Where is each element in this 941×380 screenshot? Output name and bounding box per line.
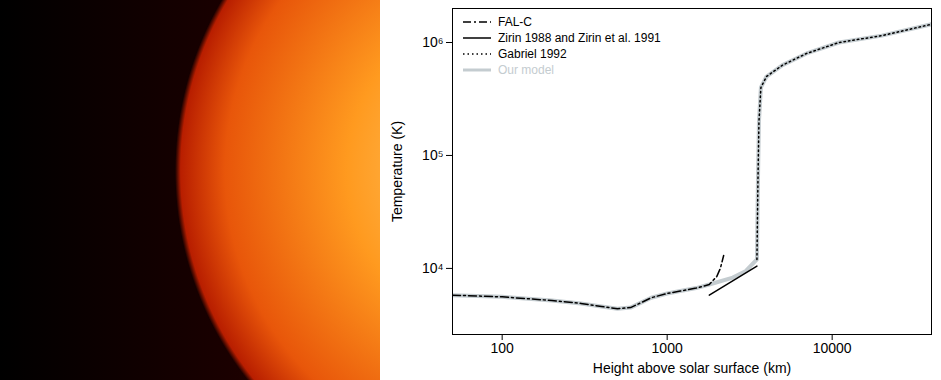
svg-text:10⁴: 10⁴ <box>422 260 444 276</box>
html-text:Zirin 1988 and Zirin et al. 19: Zirin 1988 and Zirin et al. 1991 <box>498 31 661 45</box>
html-text:Gabriel 1992: Gabriel 1992 <box>498 47 567 61</box>
html-text:Our model: Our model <box>498 63 554 77</box>
svg-text:10⁶: 10⁶ <box>422 34 443 50</box>
html-text:FAL-C: FAL-C <box>498 15 532 29</box>
svg-text:Temperature (K): Temperature (K) <box>389 121 405 222</box>
svg-text:100: 100 <box>490 340 514 356</box>
svg-text:10000: 10000 <box>813 340 852 356</box>
svg-text:10⁵: 10⁵ <box>422 147 443 163</box>
svg-text:1000: 1000 <box>652 340 683 356</box>
svg-text:Height above solar surface (km: Height above solar surface (km) <box>593 360 791 376</box>
